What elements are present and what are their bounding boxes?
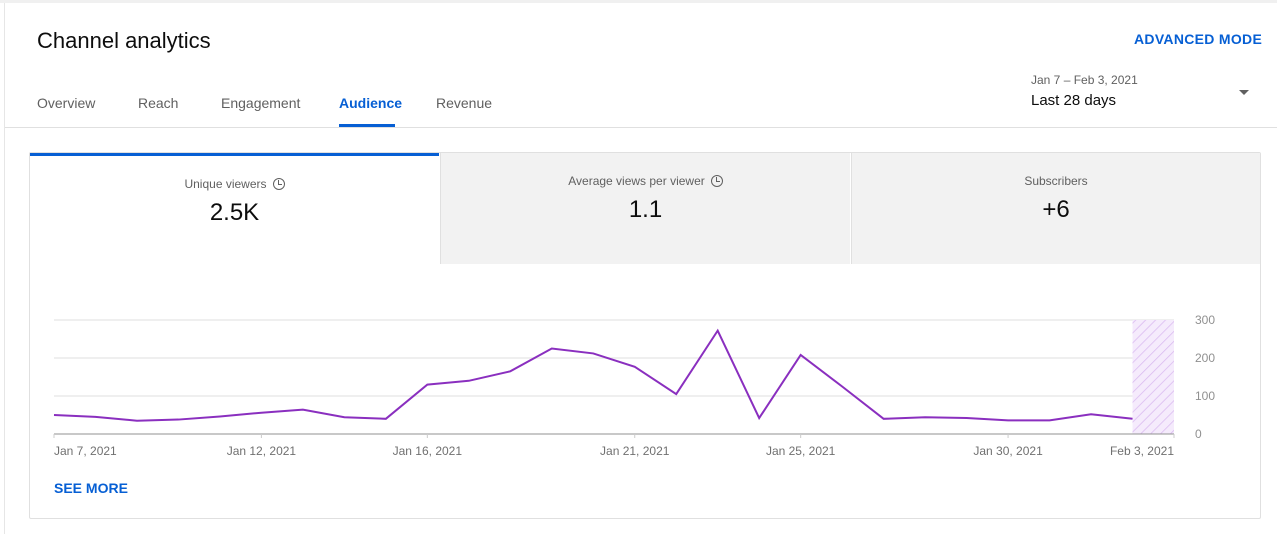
clock-icon	[710, 175, 723, 187]
metric-average-views-per-viewer[interactable]: Average views per viewer 1.1	[440, 153, 850, 264]
y-tick-label: 100	[1195, 389, 1215, 403]
tab-revenue[interactable]: Revenue	[436, 95, 493, 111]
x-tick-label: Jan 21, 2021	[600, 444, 670, 458]
y-tick-label: 0	[1195, 427, 1202, 441]
clock-icon	[272, 178, 285, 190]
series-line	[53, 328, 1133, 422]
x-tick-label: Jan 25, 2021	[766, 444, 836, 458]
metric-value: 1.1	[628, 196, 663, 223]
page-title: Channel analytics	[37, 28, 211, 53]
tab-reach[interactable]: Reach	[138, 95, 179, 111]
date-range: Jan 7 – Feb 3, 2021	[1031, 73, 1138, 87]
metric-subscribers[interactable]: Subscribers +6	[851, 153, 1260, 264]
advanced-mode-button[interactable]: ADVANCED MODE	[1134, 31, 1263, 47]
header-divider	[5, 127, 1277, 128]
dropdown-caret-icon[interactable]	[1239, 90, 1249, 95]
y-tick-label: 200	[1195, 351, 1215, 365]
period-dropdown[interactable]: Last 28 days	[1031, 92, 1117, 109]
x-tick-label: Jan 12, 2021	[227, 444, 297, 458]
top-border	[0, 0, 1277, 3]
x-tick-label: Jan 16, 2021	[393, 444, 463, 458]
metric-label: Unique viewers	[184, 177, 267, 191]
left-border	[4, 3, 5, 534]
y-tick-label: 300	[1195, 313, 1215, 327]
see-more-link[interactable]: SEE MORE	[54, 480, 128, 496]
metric-label: Average views per viewer	[568, 174, 705, 188]
metric-value: 2.5K	[209, 199, 260, 226]
tab-overview[interactable]: Overview	[37, 95, 96, 111]
metric-label: Subscribers	[1024, 174, 1088, 188]
x-tick-label: Jan 7, 2021	[54, 444, 117, 458]
x-tick-label: Jan 30, 2021	[973, 444, 1043, 458]
analytics-card	[29, 152, 1261, 519]
tab-engagement[interactable]: Engagement	[221, 95, 301, 111]
metric-unique-viewers[interactable]: Unique viewers 2.5K	[30, 153, 439, 264]
metric-value: +6	[1042, 196, 1070, 223]
x-tick-label: Feb 3, 2021	[1110, 444, 1174, 458]
active-tab-indicator	[339, 124, 395, 127]
tab-audience[interactable]: Audience	[339, 95, 403, 111]
partial-period-hatch	[1132, 320, 1174, 434]
